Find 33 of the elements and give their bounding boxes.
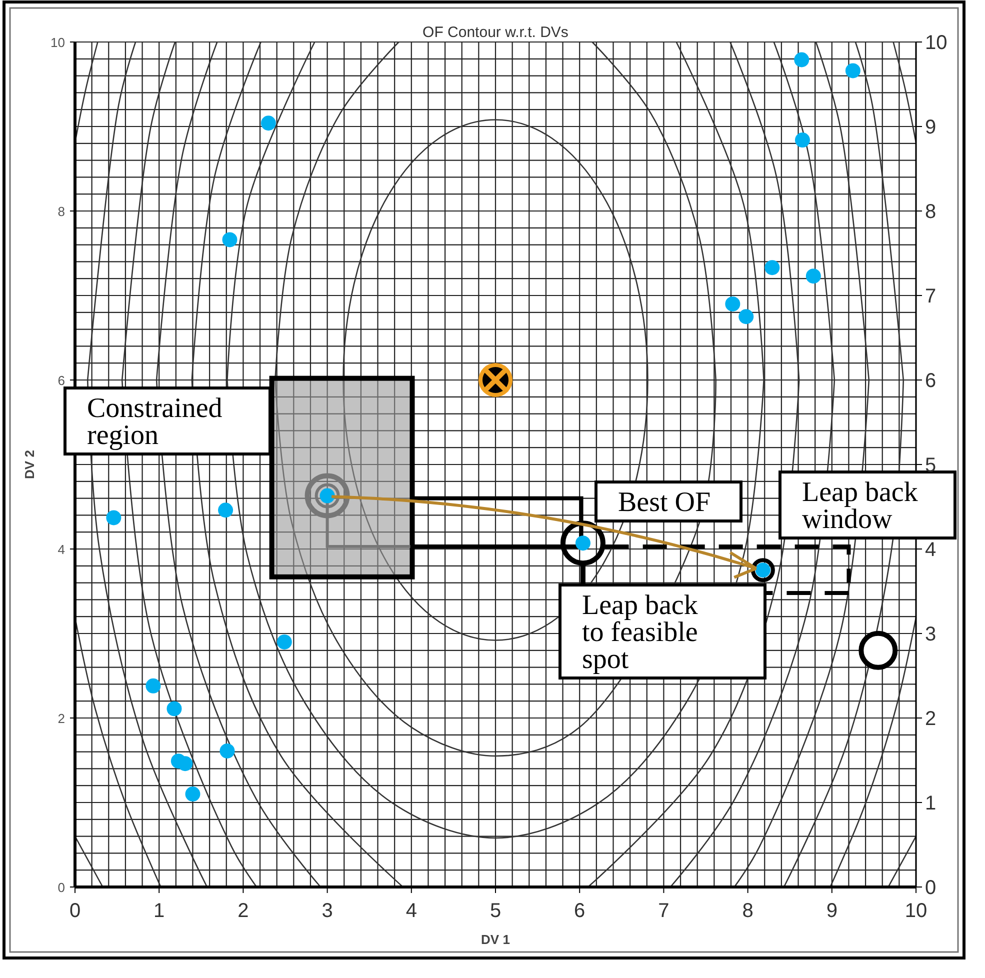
x-tick-label: 5 [490, 900, 502, 922]
x-tick-label: 2 [238, 900, 249, 922]
annotation: Constrained region [87, 393, 222, 451]
y-tick-label: 8 [58, 204, 65, 219]
x-tick-label: 7 [658, 900, 670, 922]
y2-tick-label: 3 [925, 624, 936, 646]
y2-tick-label: 0 [925, 877, 936, 899]
y-tick-label: 6 [58, 373, 65, 388]
y2-tick-label: 6 [925, 370, 936, 392]
x-tick-label: 8 [742, 900, 754, 922]
annotation: Leap back window [802, 477, 918, 535]
x-tick-label: 1 [154, 900, 165, 922]
y2-tick-label: 1 [925, 792, 936, 814]
y-tick-label: 4 [58, 542, 65, 557]
x-tick-label: 6 [574, 900, 586, 922]
y2-tick-label: 7 [925, 286, 936, 308]
y-tick-label: 10 [50, 35, 65, 50]
annotation: Leap back to feasible spot [582, 590, 698, 675]
chart-title: OF Contour w.r.t. DVs [422, 24, 568, 41]
x-tick-label: 10 [904, 900, 928, 922]
y-axis-title: DV 2 [22, 450, 37, 479]
x-tick-label: 3 [322, 900, 333, 922]
y2-tick-label: 9 [925, 116, 936, 138]
annotation: Best OF [618, 487, 711, 518]
y2-tick-label: 2 [925, 708, 936, 730]
y2-tick-label: 4 [925, 539, 936, 561]
y2-tick-label: 10 [925, 32, 948, 54]
y-tick-label: 0 [58, 880, 65, 895]
x-axis-title: DV 1 [481, 932, 510, 947]
x-tick-label: 4 [406, 900, 417, 922]
y-tick-label: 2 [58, 711, 65, 726]
x-tick-label: 9 [826, 900, 838, 922]
y2-tick-label: 8 [925, 201, 936, 223]
